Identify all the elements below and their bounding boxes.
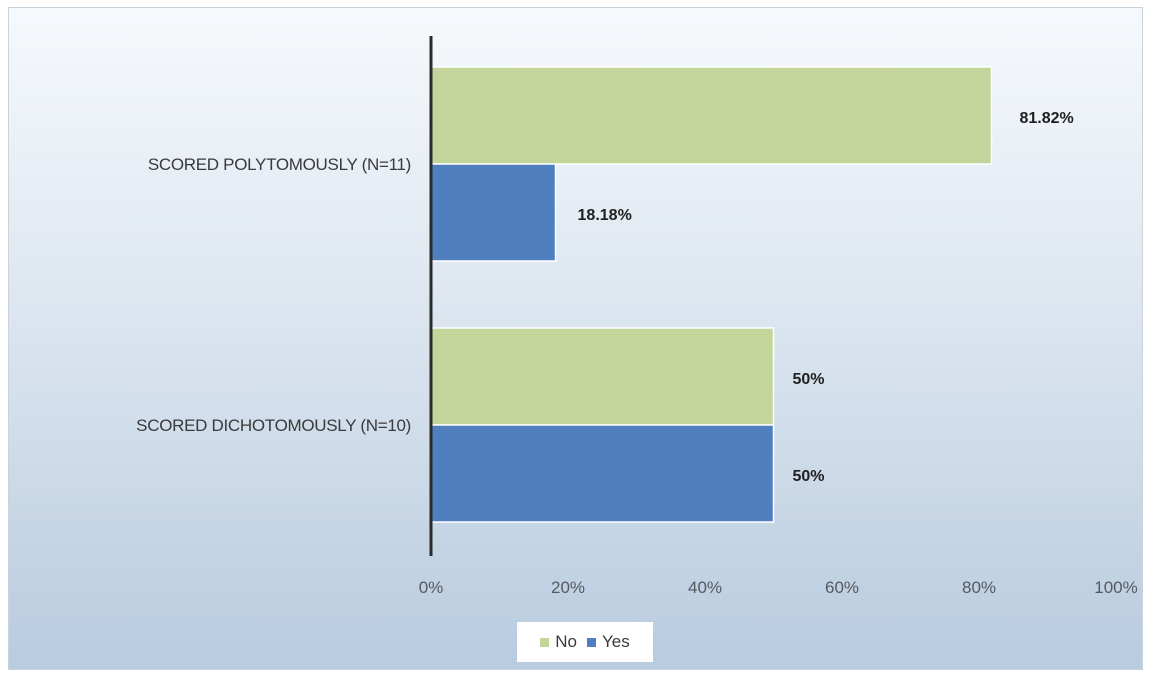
- x-tick-labels: 0% 20% 40% 60% 80% 100%: [419, 578, 1138, 597]
- x-tick-label-80: 80%: [962, 578, 996, 597]
- data-labels: 81.82% 18.18% 50% 50%: [578, 110, 1074, 485]
- x-tick-label-100: 100%: [1094, 578, 1137, 597]
- legend-swatch-yes: [587, 637, 596, 647]
- x-tick-label-0: 0%: [419, 578, 444, 597]
- bar-yes-scored-dichotomously-n-10: [430, 424, 775, 523]
- x-tick-label-40: 40%: [688, 578, 722, 597]
- legend-entry-no: No: [540, 632, 577, 652]
- bar-no-scored-dichotomously-n-10: [430, 327, 775, 426]
- legend-entry-yes: Yes: [587, 632, 630, 652]
- legend-label-no: No: [555, 632, 577, 651]
- category-labels: SCORED POLYTOMOUSLY (N=11) SCORED DICHOTO…: [136, 155, 411, 435]
- category-label-scored-polytomously-n-11: SCORED POLYTOMOUSLY (N=11): [148, 155, 411, 174]
- category-label-scored-dichotomously-n-10: SCORED DICHOTOMOUSLY (N=10): [136, 416, 411, 435]
- data-label-no-scored-dichotomously-n-10: 50%: [793, 371, 825, 388]
- bar-yes-scored-polytomously-n-11: [430, 163, 557, 262]
- legend: No Yes: [517, 622, 653, 662]
- x-tick-label-20: 20%: [551, 578, 585, 597]
- data-label-yes-scored-polytomously-n-11: 18.18%: [578, 207, 632, 224]
- bar-no-scored-polytomously-n-11: [430, 66, 993, 165]
- legend-swatch-no: [540, 637, 550, 647]
- data-label-no-scored-polytomously-n-11: 81.82%: [1019, 110, 1073, 127]
- data-label-yes-scored-dichotomously-n-10: 50%: [793, 468, 825, 485]
- bars: [430, 66, 993, 523]
- legend-label-yes: Yes: [602, 632, 630, 651]
- x-tick-label-60: 60%: [825, 578, 859, 597]
